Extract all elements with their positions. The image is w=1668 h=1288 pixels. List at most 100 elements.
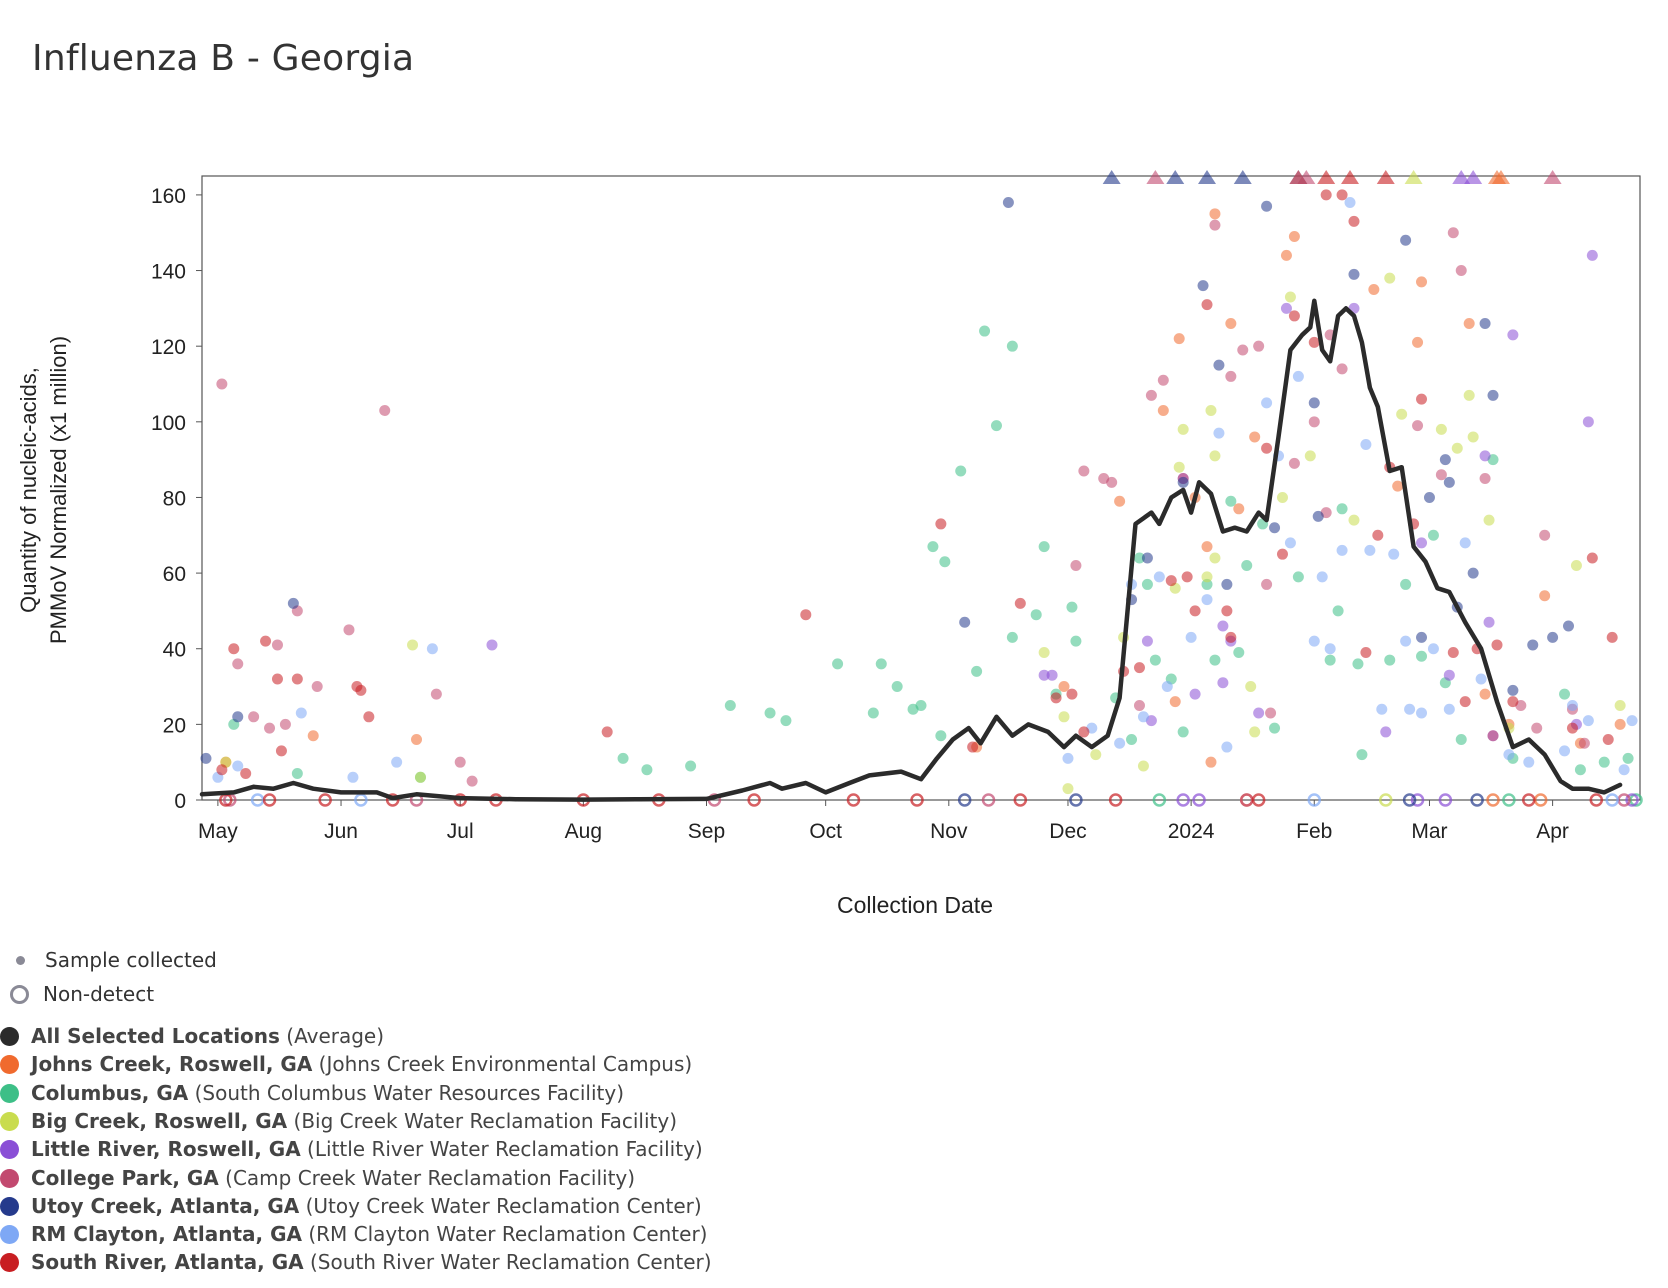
data-point — [1261, 578, 1273, 590]
data-point — [1265, 707, 1277, 719]
y-tick-label: 160 — [151, 185, 186, 208]
location-name: Big Creek, Roswell, GA — [31, 1108, 288, 1133]
non-detect-point — [1410, 793, 1425, 807]
x-tick-label: Nov — [930, 820, 968, 843]
data-point — [641, 764, 653, 776]
data-point — [1531, 722, 1543, 734]
data-point — [1177, 423, 1189, 435]
data-point — [1201, 594, 1213, 606]
overflow-marker — [1464, 170, 1483, 184]
y-tick-label: 100 — [151, 412, 186, 435]
location-name: Johns Creek, Roswell, GA — [31, 1052, 313, 1077]
non-detect-point — [1192, 793, 1206, 807]
data-point — [414, 771, 426, 783]
data-point — [979, 325, 991, 337]
data-point — [1137, 760, 1149, 772]
non-detect-label: Non-detect — [43, 982, 155, 1006]
data-point — [764, 707, 776, 719]
data-point — [1280, 302, 1292, 314]
data-point — [1292, 370, 1304, 382]
non-detect-point — [1502, 793, 1516, 807]
data-point — [1209, 219, 1221, 231]
overflow-marker — [1317, 170, 1336, 184]
data-point — [1145, 389, 1157, 401]
data-point — [1332, 605, 1344, 617]
data-point — [1416, 393, 1428, 405]
legend-location-item[interactable]: RM Clayton, Atlanta, GA (RM Clayton Wate… — [0, 1222, 707, 1246]
data-point — [1245, 681, 1257, 693]
data-point — [724, 699, 736, 711]
data-point — [1133, 699, 1145, 711]
legend-location-item[interactable]: Big Creek, Roswell, GA (Big Creek Water … — [0, 1109, 677, 1133]
data-point — [1336, 503, 1348, 515]
legend-location-item[interactable]: Little River, Roswell, GA (Little River … — [0, 1137, 703, 1161]
average-line — [199, 298, 1623, 802]
data-point — [685, 760, 697, 772]
data-point — [1078, 465, 1090, 477]
data-point — [1416, 707, 1428, 719]
data-point — [1463, 317, 1475, 329]
data-point — [1348, 514, 1360, 526]
legend-location-item[interactable]: Johns Creek, Roswell, GA (Johns Creek En… — [0, 1052, 692, 1076]
non-detect-point — [1379, 793, 1393, 807]
data-point — [1284, 537, 1296, 549]
flu-b-timeseries-chart: 0 20 40 60 80 100 120 140 160 May Jun Jul Aug Sep Oct N… — [16, 170, 1643, 918]
x-tick-label: Aug — [565, 820, 602, 843]
legend-location-item[interactable]: College Park, GA (Camp Creek Water Recla… — [0, 1166, 635, 1190]
x-tick-label: Mar — [1411, 820, 1447, 843]
data-point — [1209, 450, 1221, 462]
data-point — [1316, 571, 1328, 583]
y-axis-label-group: Quantity of nucleic-acids, PMMoV Normaliz… — [16, 336, 71, 644]
location-color-dot-icon — [0, 1027, 19, 1046]
data-point — [355, 684, 367, 696]
x-tick-label: Feb — [1296, 820, 1332, 843]
data-point — [1412, 336, 1424, 348]
data-point — [1491, 639, 1503, 651]
legend-location-item[interactable]: All Selected Locations (Average) — [0, 1024, 384, 1048]
data-point — [291, 768, 303, 780]
data-point — [1523, 756, 1535, 768]
data-point — [240, 768, 252, 780]
data-point — [311, 681, 323, 693]
non-detect-point — [262, 793, 277, 807]
data-point — [1336, 363, 1348, 375]
data-point — [915, 699, 927, 711]
data-point — [1070, 560, 1082, 572]
location-name: College Park, GA — [31, 1165, 219, 1190]
data-point — [379, 404, 391, 416]
non-detect-point — [1625, 793, 1639, 807]
data-point — [1189, 605, 1201, 617]
data-point — [832, 658, 844, 670]
data-point — [1447, 647, 1459, 659]
legend-location-item[interactable]: Columbus, GA (South Columbus Water Resou… — [0, 1081, 624, 1105]
location-facility: (South River Water Reclamation Center) — [303, 1250, 712, 1275]
data-point — [391, 756, 403, 768]
data-point — [1416, 537, 1428, 549]
data-point — [1058, 711, 1070, 723]
data-point — [1261, 200, 1273, 212]
data-point — [1038, 669, 1050, 681]
non-detect-point — [1605, 793, 1619, 807]
data-point — [1185, 631, 1197, 643]
data-point — [1384, 272, 1396, 284]
data-point — [486, 639, 498, 651]
data-point — [1483, 616, 1495, 628]
data-point — [1324, 643, 1336, 655]
data-point — [1348, 215, 1360, 227]
sample-collected-label: Sample collected — [45, 948, 217, 972]
data-point — [1038, 541, 1050, 553]
data-point — [1443, 703, 1455, 715]
location-color-dot-icon — [0, 1083, 19, 1103]
data-point — [1614, 699, 1626, 711]
data-point — [1201, 571, 1213, 583]
overflow-marker — [1233, 170, 1252, 184]
legend-location-item[interactable]: Utoy Creek, Atlanta, GA (Utoy Creek Wate… — [0, 1194, 702, 1218]
location-facility: (Johns Creek Environmental Campus) — [312, 1052, 693, 1077]
location-facility: (Little River Water Reclamation Facility… — [300, 1137, 703, 1162]
data-point — [307, 730, 319, 742]
y-tick-label: 60 — [163, 563, 186, 586]
data-point — [1276, 548, 1288, 560]
legend-location-item[interactable]: South River, Atlanta, GA (South River Wa… — [0, 1250, 712, 1274]
data-point — [1153, 571, 1165, 583]
data-point — [216, 378, 228, 390]
